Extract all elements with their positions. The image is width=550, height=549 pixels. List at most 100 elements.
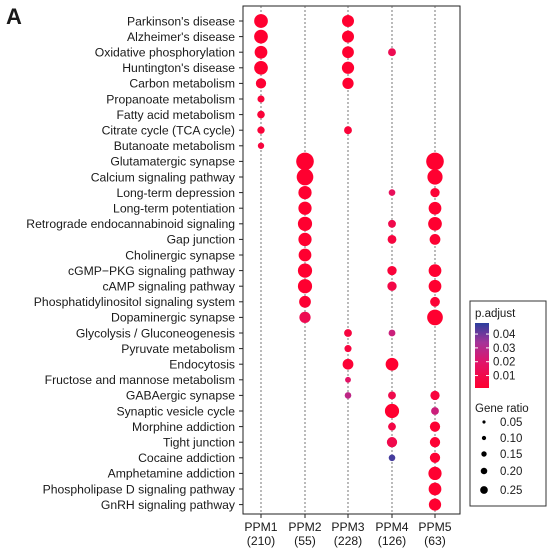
- size-legend-dot: [480, 486, 488, 494]
- dot-point: [344, 329, 352, 337]
- axis-ticks: [239, 20, 436, 518]
- dot-point: [298, 248, 312, 262]
- dot-point: [387, 234, 397, 244]
- term-label: Propanoate metabolism: [106, 92, 235, 106]
- size-legend-dot: [481, 451, 487, 457]
- dot-point: [254, 60, 268, 75]
- term-label: Tight junction: [163, 436, 235, 450]
- dot-point: [384, 403, 400, 419]
- color-legend-title: p.adjust: [475, 308, 516, 320]
- dot-point: [428, 482, 442, 496]
- dot-point: [299, 311, 311, 324]
- term-label: cAMP signaling pathway: [102, 280, 235, 294]
- dot-point: [345, 376, 351, 383]
- x-label-group: PPM2: [288, 520, 321, 534]
- dot-point: [257, 142, 265, 149]
- term-label: Fructose and mannose metabolism: [45, 373, 235, 387]
- x-axis-labels: PPM1(210) PPM2(55) PPM3(228) PPM4(126) PPM5(…: [244, 520, 451, 548]
- dot-point: [426, 152, 444, 171]
- dot-point: [342, 30, 354, 43]
- dot-point: [386, 437, 398, 448]
- term-label: Gap junction: [167, 233, 235, 247]
- dot-point: [427, 169, 443, 185]
- dot-point: [344, 392, 352, 399]
- term-label: Long-term depression: [116, 186, 235, 200]
- size-legend-label: 0.25: [500, 485, 522, 497]
- term-label: Citrate cycle (TCA cycle): [102, 124, 235, 138]
- dot-point: [299, 295, 311, 308]
- term-label: GABAergic synapse: [126, 389, 235, 403]
- dot-point: [428, 279, 442, 293]
- x-label-count: (210): [247, 534, 275, 548]
- x-label-group: PPM3: [331, 520, 364, 534]
- term-label: Phospholipase D signaling pathway: [43, 482, 236, 496]
- term-labels: Parkinson's disease Alzheimer's disease Ox…: [26, 14, 236, 512]
- dot-point: [254, 14, 268, 28]
- size-legend-label: 0.15: [500, 449, 522, 461]
- dot-point: [388, 454, 396, 462]
- color-tick-label: 0.01: [493, 371, 515, 383]
- term-label: Glycolysis / Gluconeogenesis: [76, 326, 235, 340]
- dot-point: [298, 232, 312, 247]
- term-label: Butanoate metabolism: [114, 139, 235, 153]
- color-tick-label: 0.04: [493, 329, 516, 341]
- dot-point: [388, 189, 396, 196]
- dot-point: [428, 201, 442, 215]
- dot-point: [388, 219, 396, 228]
- term-label: Oxidative phosphorylation: [95, 46, 235, 60]
- dot-point: [428, 216, 442, 231]
- term-label: Pyruvate metabolism: [121, 342, 235, 356]
- dot-point: [427, 309, 443, 326]
- term-label: Retrograde endocannabinoid signaling: [26, 217, 235, 231]
- term-label: Cocaine addiction: [138, 451, 235, 465]
- dot-point: [385, 357, 399, 371]
- size-legend-label: 0.20: [500, 466, 522, 478]
- dot-point: [428, 264, 442, 277]
- dot-point: [429, 437, 441, 448]
- term-label: Amphetamine addiction: [108, 467, 235, 481]
- dot-point: [342, 46, 354, 59]
- dot-point: [297, 216, 313, 231]
- dot-point: [298, 201, 312, 215]
- x-label-count: (63): [424, 534, 446, 548]
- dot-point: [387, 281, 397, 291]
- dot-point: [254, 45, 268, 59]
- term-label: Long-term potentiation: [113, 202, 235, 216]
- dot-point: [255, 78, 267, 89]
- dot-point: [430, 296, 440, 307]
- dot-point: [342, 358, 354, 370]
- dot-point: [344, 126, 352, 135]
- dot-point: [298, 185, 312, 200]
- dot-point: [388, 422, 396, 431]
- legend: p.adjust 0.04 0.03 0.02 0.01 Gene ratio 0.0…: [469, 300, 547, 507]
- dot-point: [431, 407, 439, 415]
- dot-point: [342, 77, 354, 90]
- dot-point: [257, 110, 265, 119]
- color-bar: [475, 323, 489, 388]
- color-tick-label: 0.03: [493, 343, 515, 355]
- x-label-group: PPM5: [418, 520, 451, 534]
- dot-point: [257, 126, 265, 134]
- size-legend-label: 0.05: [500, 417, 522, 429]
- plot-panel: [242, 5, 461, 515]
- x-label-count: (228): [334, 534, 362, 548]
- term-label: Alzheimer's disease: [127, 30, 235, 44]
- dot-point: [344, 345, 352, 353]
- term-label: Synaptic vesicle cycle: [116, 404, 235, 418]
- dot-point: [428, 498, 442, 511]
- x-label-group: PPM4: [375, 520, 408, 534]
- dot-point: [296, 152, 314, 171]
- dot-point: [297, 263, 313, 278]
- color-tick-label: 0.02: [493, 357, 515, 369]
- term-label: Morphine addiction: [132, 420, 235, 434]
- term-label: Huntington's disease: [122, 61, 235, 75]
- dots: [254, 14, 444, 511]
- dot-point: [257, 95, 265, 103]
- term-label: cGMP−PKG signaling pathway: [68, 264, 236, 278]
- term-label: Phosphatidylinositol signaling system: [34, 295, 235, 309]
- size-legend-items: 0.05 0.10 0.15 0.20 0.25: [480, 417, 522, 497]
- dot-point: [388, 329, 396, 337]
- dot-point: [388, 391, 396, 400]
- panel-label: A: [6, 4, 22, 29]
- x-label-count: (126): [378, 534, 406, 548]
